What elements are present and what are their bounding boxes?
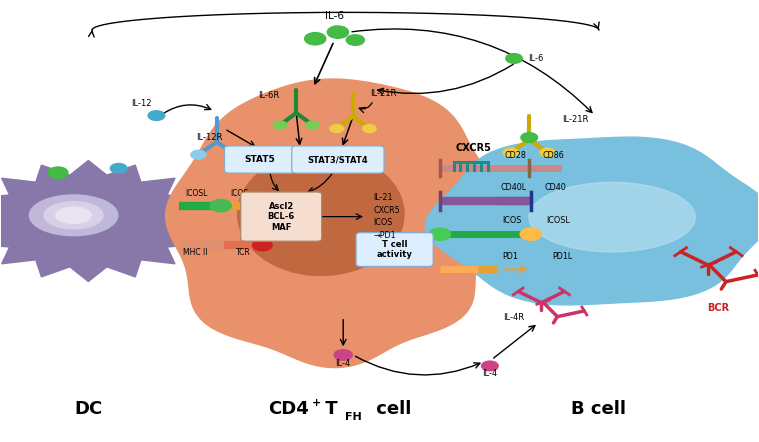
Polygon shape [0,160,211,282]
Text: STAT5: STAT5 [244,155,276,164]
Circle shape [330,125,344,133]
Text: T cell
activity: T cell activity [376,240,413,259]
Text: IL-4R: IL-4R [503,313,524,322]
Polygon shape [165,79,505,368]
Text: T: T [319,400,338,418]
Circle shape [253,240,272,251]
Ellipse shape [56,207,91,223]
Text: CD4: CD4 [269,400,309,418]
Text: IL-6R: IL-6R [258,91,279,100]
Text: DC: DC [74,400,102,418]
Circle shape [540,148,556,157]
Text: PD1: PD1 [502,251,518,260]
Text: cell: cell [370,400,412,418]
Circle shape [503,148,518,157]
Circle shape [346,35,364,46]
Text: STAT3/STAT4: STAT3/STAT4 [307,155,368,164]
Text: +: + [311,398,321,408]
Circle shape [334,350,352,360]
Circle shape [482,361,498,371]
Circle shape [148,111,165,120]
Circle shape [430,228,451,240]
Circle shape [210,199,231,212]
FancyBboxPatch shape [356,232,433,267]
Text: CD40: CD40 [544,183,566,192]
Circle shape [505,53,522,63]
FancyBboxPatch shape [241,192,322,241]
Circle shape [228,150,243,159]
Circle shape [248,199,269,212]
Text: CD40L: CD40L [500,183,527,192]
Text: IL-6: IL-6 [325,11,344,21]
Circle shape [110,164,127,173]
Text: IL-12: IL-12 [131,99,152,108]
FancyBboxPatch shape [291,146,384,173]
Text: ICOS: ICOS [231,189,249,198]
Circle shape [363,125,376,133]
Text: IL-21R: IL-21R [370,89,397,98]
Text: IL-21
CXCR5
ICOS
→PD1: IL-21 CXCR5 ICOS →PD1 [373,193,400,240]
Text: TCR: TCR [236,248,250,257]
Text: ICOS: ICOS [502,217,521,225]
Text: IL-4: IL-4 [482,369,498,378]
FancyBboxPatch shape [225,146,295,173]
Text: CXCR5: CXCR5 [455,143,491,153]
Circle shape [191,150,206,159]
Text: ICOSL: ICOSL [546,217,569,225]
Text: MHC II: MHC II [183,248,207,257]
Text: IL-21R: IL-21R [562,115,589,125]
Text: B cell: B cell [572,400,626,418]
Circle shape [520,228,541,240]
Text: CD28: CD28 [504,151,526,160]
Text: CD86: CD86 [542,151,564,160]
Text: IL-6: IL-6 [528,54,543,63]
Ellipse shape [529,183,695,252]
Ellipse shape [44,202,103,229]
Text: IL-4: IL-4 [335,359,351,368]
Ellipse shape [30,195,118,236]
Text: IL-12R: IL-12R [197,133,223,142]
Ellipse shape [238,152,404,275]
Text: FH: FH [345,412,362,422]
Circle shape [521,133,537,142]
Text: PD1L: PD1L [552,251,572,260]
Text: ICOSL: ICOSL [185,189,207,198]
Circle shape [304,33,326,45]
Circle shape [306,121,320,129]
Text: BCR: BCR [707,303,729,313]
Circle shape [49,167,68,179]
Polygon shape [425,137,759,305]
Circle shape [273,121,287,129]
Text: Ascl2
BCL-6
MAF: Ascl2 BCL-6 MAF [268,202,294,232]
Circle shape [327,26,348,38]
